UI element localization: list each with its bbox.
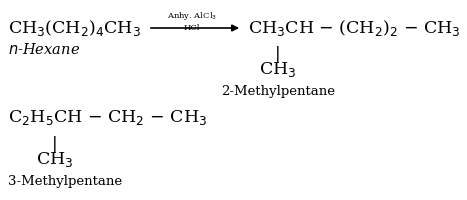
Text: CH$_3$CH $-$ (CH$_2$)$_2$ $-$ CH$_3$ $+$: CH$_3$CH $-$ (CH$_2$)$_2$ $-$ CH$_3$ $+$ bbox=[248, 18, 467, 38]
Text: 3-Methylpentane: 3-Methylpentane bbox=[8, 175, 122, 188]
Text: |: | bbox=[275, 46, 281, 63]
Text: HCl: HCl bbox=[184, 24, 200, 32]
Text: CH$_3$(CH$_2$)$_4$CH$_3$: CH$_3$(CH$_2$)$_4$CH$_3$ bbox=[8, 18, 141, 38]
Text: |: | bbox=[52, 136, 58, 153]
Text: CH$_3$: CH$_3$ bbox=[36, 150, 74, 169]
Text: 2-Methylpentane: 2-Methylpentane bbox=[221, 85, 335, 98]
Text: Anhy. AlCl$_3$: Anhy. AlCl$_3$ bbox=[167, 10, 217, 22]
Text: C$_2$H$_5$CH $-$ CH$_2$ $-$ CH$_3$: C$_2$H$_5$CH $-$ CH$_2$ $-$ CH$_3$ bbox=[8, 108, 207, 127]
Text: CH$_3$: CH$_3$ bbox=[259, 60, 297, 79]
Text: $n$-Hexane: $n$-Hexane bbox=[8, 42, 80, 57]
